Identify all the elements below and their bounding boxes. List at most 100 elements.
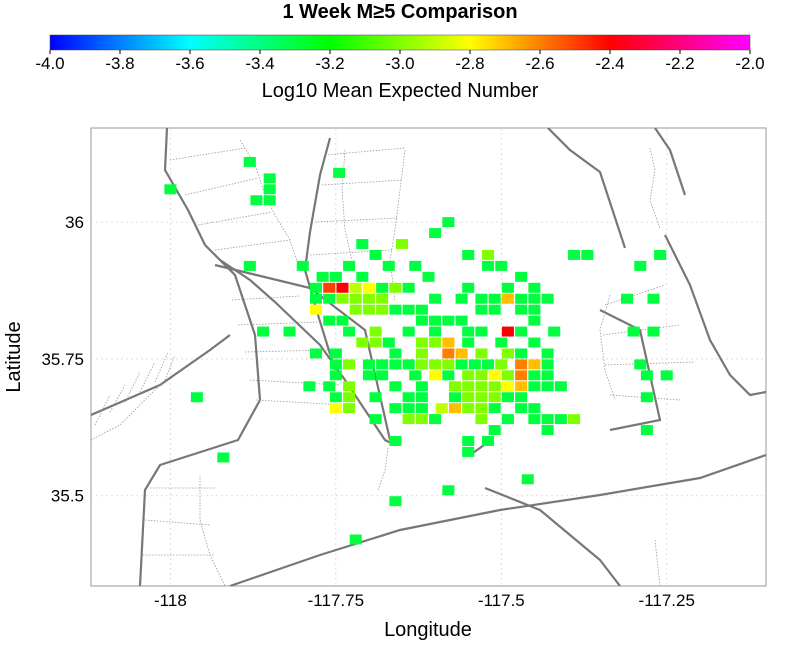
heatmap-cell	[336, 315, 349, 326]
heatmap-cell	[482, 249, 495, 260]
heatmap-cell	[362, 282, 375, 293]
heatmap-cell	[429, 337, 442, 348]
heatmap-cell	[515, 359, 528, 370]
heatmap-cell	[488, 370, 501, 381]
heatmap-cell	[389, 403, 402, 414]
heatmap-cell	[329, 359, 342, 370]
heatmap-cell	[521, 474, 534, 485]
heatmap-cell	[402, 282, 415, 293]
heatmap-cell	[389, 436, 402, 446]
heatmap-cell	[389, 359, 402, 370]
heatmap-cell	[402, 414, 415, 425]
x-axis-label: Longitude	[384, 619, 472, 641]
heatmap-cell	[415, 337, 428, 348]
colorbar-tick-label: -3.8	[105, 54, 134, 73]
heatmap-cell	[455, 315, 468, 326]
heatmap-cell	[515, 326, 528, 337]
heatmap-cell	[309, 348, 323, 359]
heatmap-cell	[488, 425, 501, 436]
heatmap-cell	[343, 260, 356, 271]
heatmap-cell	[462, 337, 475, 348]
heatmap-cell	[528, 337, 541, 348]
heatmap-cell	[362, 359, 375, 370]
heatmap-cell	[296, 260, 309, 271]
fault-line	[138, 128, 262, 586]
fault-line	[547, 128, 627, 249]
heatmap-cell	[329, 392, 342, 403]
heatmap-cell	[515, 370, 528, 381]
heatmap-cell	[323, 315, 336, 326]
y-tick-label: 35.5	[51, 487, 84, 506]
colorbar-ticks: -4.0 -3.8 -3.6 -3.4 -3.2 -3.0 -2.8 -2.6 -2.4 -2.2…	[35, 50, 765, 73]
heatmap-cell	[429, 228, 442, 239]
x-tick-label: -117.25	[639, 591, 695, 610]
heatmap-cell	[541, 414, 554, 425]
heatmap-cell	[336, 293, 349, 304]
heatmap-cell	[528, 315, 541, 326]
heatmap-cell	[515, 304, 528, 315]
heatmap-cell	[257, 326, 270, 337]
heatmap-cell	[515, 381, 528, 392]
heatmap-cell	[455, 348, 468, 359]
heatmap-cell	[376, 304, 389, 315]
heatmap-cell	[415, 315, 428, 326]
heatmap-cells	[164, 156, 673, 545]
heatmap-cell	[323, 381, 336, 392]
heatmap-cell	[389, 282, 402, 293]
heatmap-cell	[568, 414, 581, 425]
heatmap-cell	[495, 359, 508, 370]
fault-line	[91, 334, 231, 417]
heatmap-cell	[362, 304, 375, 315]
heatmap-cell	[462, 403, 475, 414]
heatmap-cell	[329, 348, 342, 359]
x-tick-label: -117.75	[308, 591, 364, 610]
heatmap-cell	[621, 293, 634, 304]
heatmap-cell	[356, 239, 369, 249]
heatmap-cell	[442, 348, 455, 359]
heatmap-cell	[349, 304, 362, 315]
heatmap-cell	[429, 293, 442, 304]
heatmap-cell	[475, 348, 488, 359]
colorbar-tick-label: -4.0	[35, 54, 64, 73]
heatmap-cell	[343, 403, 356, 414]
heatmap-cell	[396, 239, 409, 249]
heatmap-cell	[495, 337, 508, 348]
x-tick-label: -117.5	[478, 591, 525, 610]
heatmap-cell	[455, 359, 468, 370]
heatmap-cell	[429, 326, 442, 337]
heatmap-cell	[329, 271, 342, 282]
heatmap-cell	[528, 414, 541, 425]
heatmap-cell	[475, 414, 488, 425]
heatmap-cell	[362, 370, 375, 381]
heatmap-cell	[482, 436, 495, 446]
heatmap-cell	[647, 326, 660, 337]
heatmap-cell	[541, 348, 554, 359]
heatmap-cell	[475, 392, 488, 403]
heatmap-cell	[190, 392, 203, 403]
heatmap-cell	[488, 293, 501, 304]
colorbar	[49, 34, 751, 51]
heatmap-cell	[369, 337, 382, 348]
heatmap-cell	[429, 315, 442, 326]
heatmap-cell	[488, 381, 501, 392]
heatmap-cell	[283, 326, 296, 337]
heatmap-cell	[243, 260, 256, 271]
heatmap-cell	[415, 392, 428, 403]
fault-line	[229, 453, 766, 586]
heatmap-cell	[528, 359, 541, 370]
heatmap-cell	[376, 282, 389, 293]
heatmap-cell	[402, 403, 415, 414]
heatmap-cell	[515, 271, 528, 282]
heatmap-cell	[329, 403, 342, 414]
heatmap-cell	[568, 249, 581, 260]
heatmap-cell	[554, 414, 567, 425]
heatmap-cell	[389, 348, 402, 359]
heatmap-cell	[415, 381, 428, 392]
heatmap-cell	[369, 392, 382, 403]
colorbar-tick-label: -2.0	[735, 54, 764, 73]
heatmap-cell	[343, 381, 356, 392]
heatmap-cell	[528, 293, 541, 304]
heatmap-cell	[409, 370, 422, 381]
heatmap-cell	[376, 293, 389, 304]
